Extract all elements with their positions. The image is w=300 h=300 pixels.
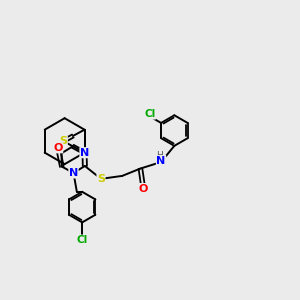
Text: N: N [69,168,78,178]
Text: N: N [156,156,166,166]
Text: Cl: Cl [144,109,155,119]
Text: S: S [97,174,105,184]
Text: O: O [139,184,148,194]
Text: O: O [53,143,63,153]
Text: S: S [59,136,67,146]
Text: H: H [157,151,163,160]
Text: Cl: Cl [76,235,88,245]
Text: N: N [80,148,89,158]
